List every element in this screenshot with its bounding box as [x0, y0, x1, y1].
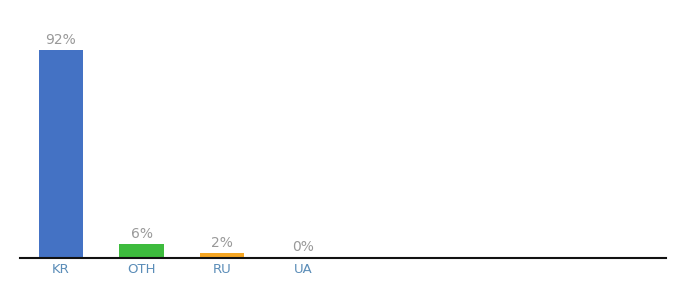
Bar	[119, 244, 164, 258]
Text: 0%: 0%	[292, 240, 314, 254]
Text: 6%: 6%	[131, 227, 152, 241]
Text: 92%: 92%	[46, 33, 76, 47]
Bar	[200, 254, 245, 258]
Text: 2%: 2%	[211, 236, 233, 250]
Bar	[281, 257, 325, 258]
Bar	[39, 50, 83, 258]
